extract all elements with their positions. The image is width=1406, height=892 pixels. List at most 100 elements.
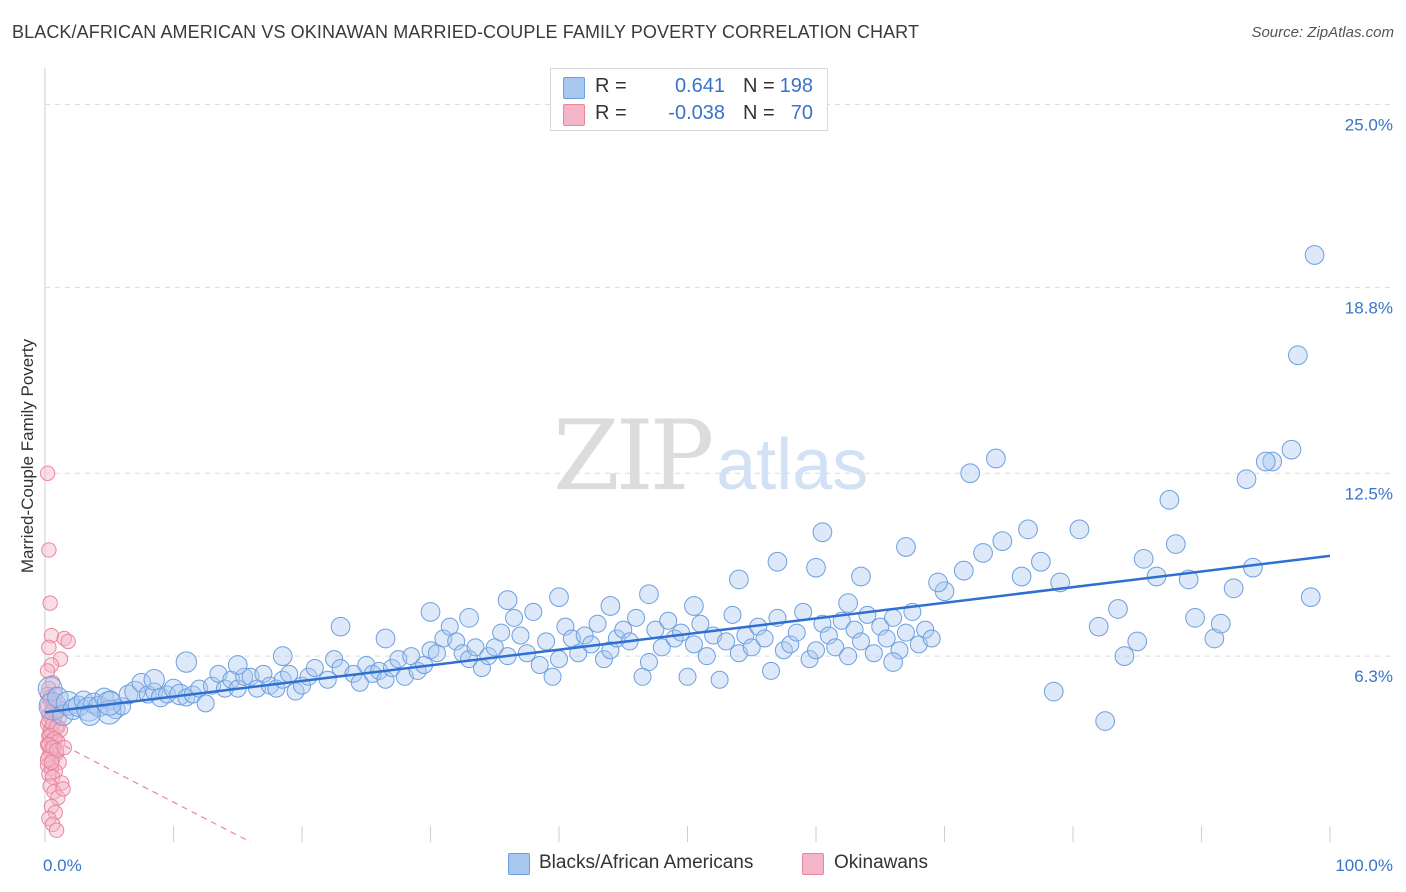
black-african-american-point <box>305 658 324 677</box>
black-african-american-point <box>813 614 832 633</box>
black-african-american-point <box>459 607 479 628</box>
black-african-american-point <box>639 653 658 672</box>
black-african-american-point <box>781 635 800 654</box>
black-african-american-point <box>762 661 781 680</box>
legend-n-value: 198 <box>779 75 813 97</box>
black-african-american-point <box>871 617 890 636</box>
black-african-american-point <box>723 605 742 624</box>
black-african-american-point <box>812 522 833 543</box>
legend-swatch-blacks <box>508 853 530 875</box>
black-african-american-point <box>729 569 749 590</box>
black-african-american-point <box>600 596 621 616</box>
y-tick-label: 25.0% <box>1345 116 1393 135</box>
black-african-american-point <box>575 626 594 645</box>
black-african-american-point <box>1255 451 1276 472</box>
black-african-american-point <box>851 566 871 587</box>
black-african-american-point <box>272 646 293 667</box>
black-african-american-point <box>1210 613 1231 634</box>
black-african-american-point <box>678 667 697 686</box>
black-african-american-point <box>196 694 215 713</box>
chart-title: BLACK/AFRICAN AMERICAN VS OKINAWAN MARRI… <box>12 22 920 42</box>
okinawan-point <box>41 542 57 558</box>
black-african-american-point <box>858 605 877 624</box>
black-african-american-point <box>1236 469 1257 490</box>
black-african-american-point <box>819 626 838 645</box>
black-african-american-point <box>254 664 273 683</box>
legend-n-label: N = <box>743 75 775 97</box>
watermark: ZIPatlas <box>553 400 868 512</box>
okinawan-point <box>41 639 57 656</box>
legend-label-blacks: Blacks/African Americans <box>539 852 754 873</box>
black-african-american-point <box>845 620 864 639</box>
black-african-american-point <box>659 611 678 630</box>
okinawan-point <box>43 627 60 644</box>
black-african-american-point <box>717 632 736 651</box>
black-african-american-point <box>1133 548 1154 569</box>
black-african-american-point <box>1262 451 1283 472</box>
black-african-american-point <box>684 635 703 654</box>
black-african-american-point <box>639 584 659 605</box>
black-african-american-point <box>787 623 806 642</box>
okinawan-point <box>43 754 60 771</box>
black-african-american-point <box>543 667 562 686</box>
black-african-american-point <box>1108 599 1128 619</box>
black-african-american-point <box>1088 616 1109 637</box>
black-african-american-point <box>973 543 993 563</box>
legend-swatch-blacks <box>563 77 585 99</box>
blacks-trend-line <box>44 554 1331 714</box>
black-african-american-point <box>800 650 819 669</box>
black-african-american-point <box>175 651 198 673</box>
black-african-american-point <box>330 616 351 637</box>
legend-swatch-okinawans <box>563 104 585 126</box>
black-african-american-point <box>1300 587 1321 608</box>
black-african-american-point <box>710 670 729 689</box>
black-african-american-point <box>884 608 903 627</box>
black-african-american-point <box>896 537 916 557</box>
black-african-american-point <box>549 587 569 608</box>
black-african-american-point <box>588 614 607 633</box>
okinawan-point <box>56 739 72 756</box>
okinawan-point <box>39 465 56 481</box>
black-african-american-point <box>601 641 620 660</box>
black-african-american-point <box>594 650 613 669</box>
black-african-american-point <box>896 623 915 642</box>
okinawans-trend-line <box>44 735 251 843</box>
black-african-american-point <box>691 614 710 633</box>
black-african-american-point <box>794 602 813 621</box>
black-african-american-point <box>497 590 518 610</box>
black-african-american-point <box>1114 646 1135 667</box>
y-tick-label: 6.3% <box>1354 667 1393 686</box>
okinawan-point <box>52 651 69 667</box>
black-african-american-point <box>767 551 788 572</box>
okinawan-point <box>51 754 67 771</box>
black-african-american-point <box>697 647 716 666</box>
black-african-american-point <box>556 617 575 636</box>
black-african-american-point <box>325 650 344 669</box>
black-african-american-point <box>280 664 299 683</box>
black-african-american-point <box>235 667 254 686</box>
black-african-american-point <box>131 672 152 693</box>
black-african-american-point <box>742 638 761 657</box>
black-african-american-point <box>492 623 511 642</box>
black-african-american-point <box>143 669 165 691</box>
black-african-american-point <box>537 632 556 651</box>
black-african-american-point <box>1185 607 1205 628</box>
y-tick-label: 18.8% <box>1345 298 1393 317</box>
black-african-american-point <box>118 684 139 705</box>
black-african-american-point <box>883 652 903 672</box>
legend-r-value: 0.641 <box>674 75 725 97</box>
black-african-american-point <box>1031 551 1051 572</box>
legend-label-okinawans: Okinawans <box>834 852 928 873</box>
okinawan-point <box>47 804 63 821</box>
okinawan-point <box>48 822 65 838</box>
correlation-legend: R = 0.641 N = 198 R = -0.038 N = 70 <box>550 68 828 131</box>
black-african-american-point <box>530 656 549 675</box>
black-african-american-point <box>839 647 858 666</box>
black-african-american-point <box>1243 557 1263 578</box>
black-african-american-point <box>505 608 524 627</box>
black-african-american-point <box>877 629 896 648</box>
black-african-american-point <box>375 628 396 649</box>
legend-n-value: 70 <box>790 102 813 124</box>
black-african-american-point <box>1223 578 1244 599</box>
black-african-american-point <box>420 602 441 622</box>
